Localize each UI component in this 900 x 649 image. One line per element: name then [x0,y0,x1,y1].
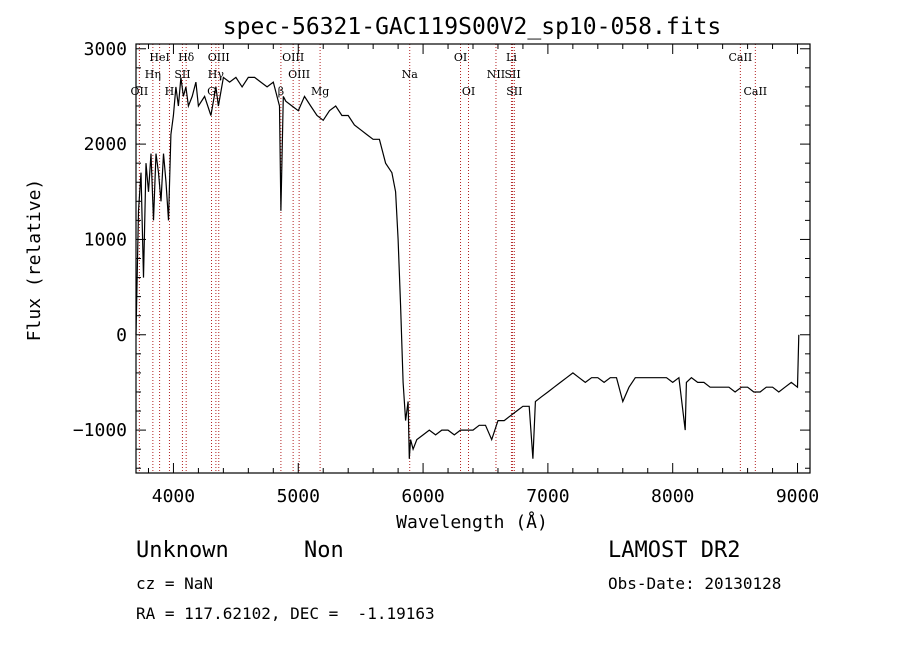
object-class: Unknown [136,538,229,563]
spectral-line-label: OI [462,85,475,98]
spectral-line-label: SII [504,68,520,81]
x-axis-label: Wavelength (Å) [396,511,548,533]
spectral-line-label: β [278,85,284,98]
redshift-cz: cz = NaN [136,574,214,593]
spectral-line-label: CaII [743,85,767,98]
spectral-line-label: H [165,85,175,98]
spectral-line-label: Li [506,51,517,64]
spectral-line-label: NII [487,68,505,81]
spectral-line-label: CaII [729,51,753,64]
spectral-line-label: SII [174,68,190,81]
spectral-line-label: Hδ [178,51,195,64]
spectral-line-label: OIII [282,51,304,64]
coordinates: RA = 117.62102, DEC = -1.19163 [136,604,435,623]
x-tick-label: 8000 [651,486,694,507]
spectral-line-label: Na [402,68,419,81]
y-axis-label: Flux (relative) [24,179,45,342]
x-tick-label: 7000 [526,486,569,507]
y-tick-label: 1000 [84,229,127,250]
x-tick-label: 6000 [401,486,444,507]
y-tick-label: −1000 [73,420,127,441]
x-tick-label: 4000 [152,486,195,507]
spectral-line-label: OII [131,85,149,98]
y-tick-label: 2000 [84,134,127,155]
obs-date: Obs-Date: 20130128 [608,574,782,593]
spectral-line-label: HeI [149,51,169,64]
x-axis-ticks: 4000 5000 6000 7000 8000 9000 [147,44,819,507]
spectral-line-label: Hη [145,68,161,81]
spectral-line-label: OI [454,51,467,64]
spectral-line-label: Mg [311,85,329,98]
plot-frame [135,43,811,474]
y-tick-label: 3000 [84,39,127,60]
spectrum-line [135,76,800,459]
chart-title: spec-56321-GAC119S00V2_sp10-058.fits [223,14,722,40]
subclass: Non [304,538,344,563]
x-tick-label: 5000 [277,486,320,507]
y-axis-ticks: −1000 0 1000 2000 3000 [73,39,810,469]
spectral-line-label: SII [506,85,522,98]
x-tick-label: 9000 [776,486,819,507]
spectral-line-label: OIII [208,51,230,64]
line-labels: OII Hη HeI H Hδ SII OIII Hγ G OIII OIII β Mg Na OI OI NI… [131,51,768,98]
survey-name: LAMOST DR2 [608,538,741,563]
y-tick-label: 0 [116,325,127,346]
spectral-line-label: OIII [288,68,310,81]
spectral-line-label: Hγ [208,68,225,81]
spectral-line-label: G [207,85,216,98]
line-markers [138,44,756,473]
